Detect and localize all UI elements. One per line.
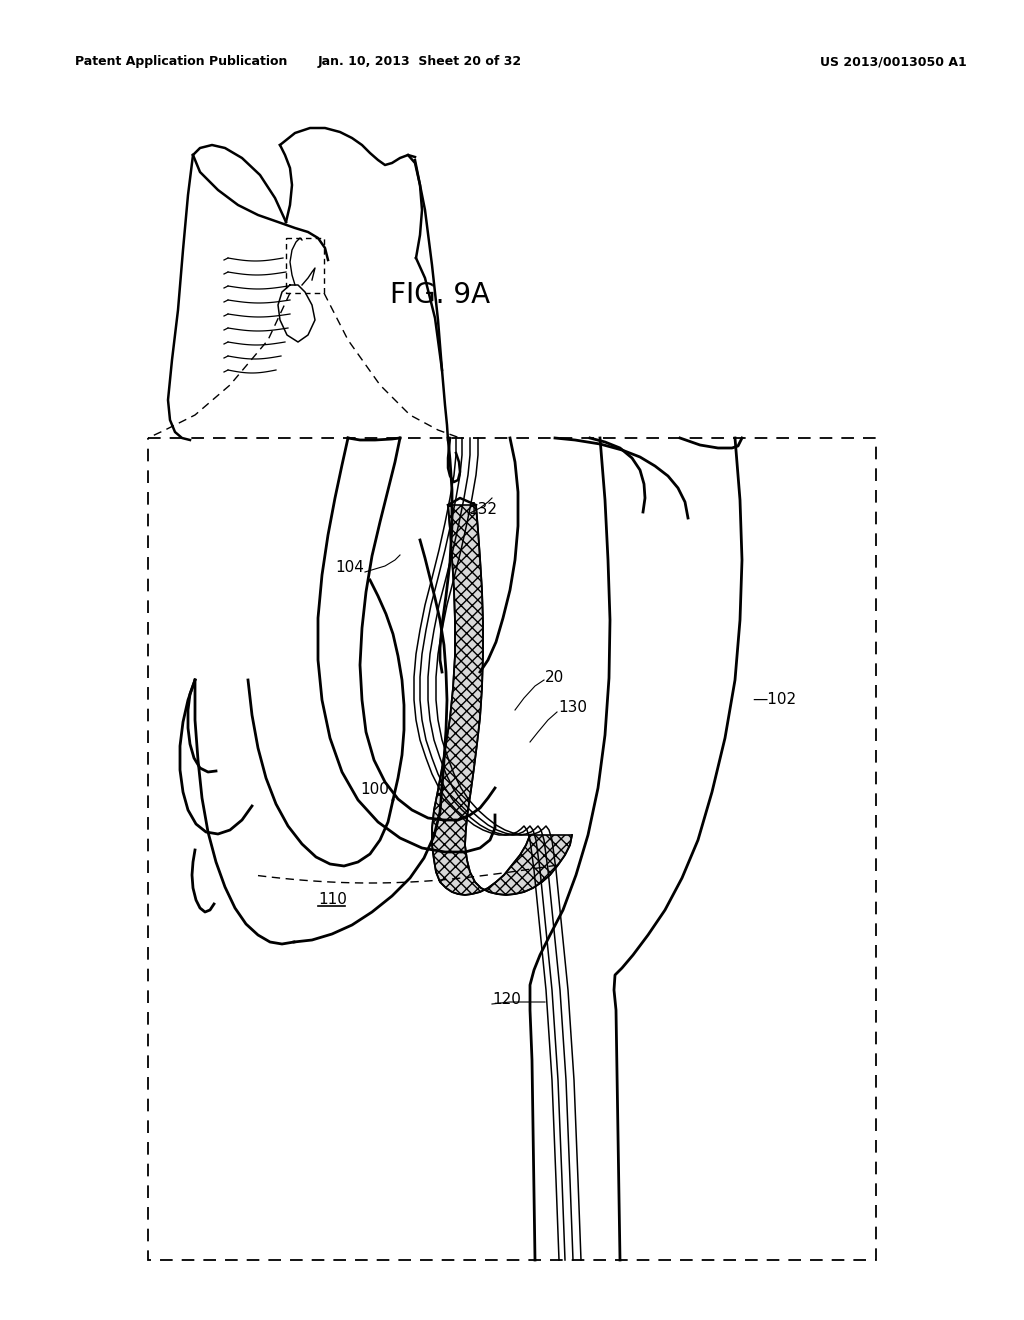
Text: FIG. 9A: FIG. 9A [390, 281, 490, 309]
Text: 104: 104 [335, 561, 364, 576]
Text: 100: 100 [360, 783, 389, 797]
Text: 130: 130 [558, 701, 587, 715]
Text: 132: 132 [468, 503, 497, 517]
Text: 20: 20 [545, 671, 564, 685]
Text: Patent Application Publication: Patent Application Publication [75, 55, 288, 69]
Bar [148, 438, 876, 1261]
Text: 120: 120 [492, 993, 521, 1007]
Bar [286, 238, 324, 293]
Text: US 2013/0013050 A1: US 2013/0013050 A1 [820, 55, 967, 69]
Text: Jan. 10, 2013  Sheet 20 of 32: Jan. 10, 2013 Sheet 20 of 32 [317, 55, 522, 69]
Polygon shape [432, 506, 572, 895]
Text: 110: 110 [318, 892, 347, 908]
Text: —102: —102 [752, 693, 796, 708]
